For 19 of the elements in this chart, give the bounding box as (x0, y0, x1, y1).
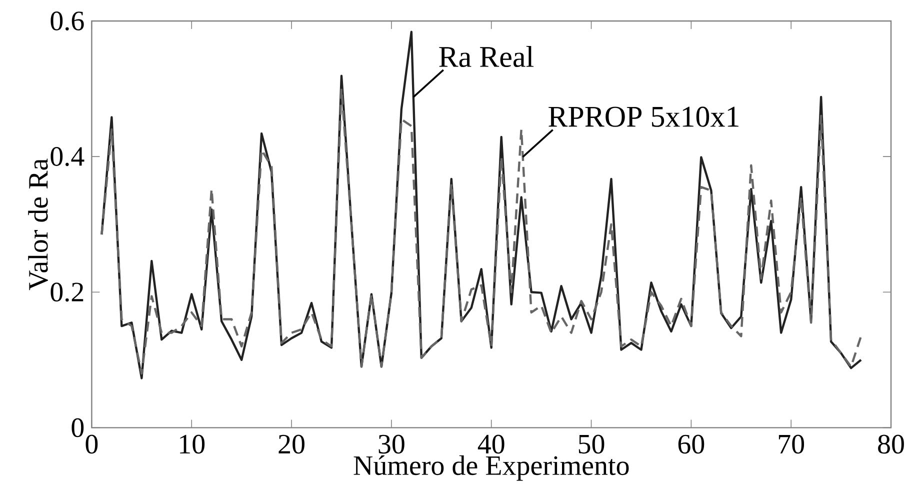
x-axis-title: Número de Experimento (354, 455, 629, 481)
x-tick-label: 50 (578, 434, 604, 454)
y-tick-label: 0.6 (50, 11, 84, 31)
line-series (100, 30, 862, 380)
y-tick-label: 0.4 (50, 147, 84, 166)
y-axis-title: Valor de Ra (28, 158, 48, 290)
x-tick-label: 60 (678, 434, 704, 454)
series-label: Ra Real (439, 46, 534, 68)
x-tick-label: 70 (778, 434, 804, 454)
x-tick-label: 20 (278, 434, 304, 454)
line-series (100, 88, 862, 375)
y-tick-label: 0 (72, 418, 84, 438)
x-tick-label: 0 (86, 434, 98, 454)
x-tick-label: 30 (378, 434, 404, 454)
series-label: RPROP 5x10x1 (548, 106, 738, 127)
x-tick-label: 40 (478, 434, 504, 454)
x-tick-label: 80 (878, 434, 904, 454)
x-tick-label: 10 (180, 434, 205, 454)
y-tick-label: 0.2 (50, 282, 84, 302)
